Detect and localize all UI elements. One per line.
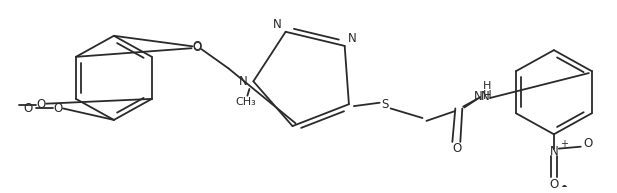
Text: O: O bbox=[23, 102, 33, 115]
Text: O: O bbox=[192, 41, 201, 54]
Text: S: S bbox=[381, 98, 388, 111]
Text: H: H bbox=[483, 89, 492, 102]
Text: O: O bbox=[54, 102, 63, 115]
Text: N: N bbox=[273, 18, 282, 31]
Text: N: N bbox=[348, 32, 357, 45]
Text: O: O bbox=[36, 98, 46, 111]
Text: O: O bbox=[583, 137, 592, 150]
Text: O: O bbox=[453, 142, 462, 155]
Text: O: O bbox=[192, 40, 201, 53]
Text: N: N bbox=[481, 91, 489, 103]
Text: H: H bbox=[483, 80, 491, 91]
Text: CH₃: CH₃ bbox=[235, 97, 256, 107]
Text: +: + bbox=[560, 139, 568, 149]
Text: N: N bbox=[239, 75, 248, 88]
Text: N: N bbox=[550, 145, 558, 158]
Text: N: N bbox=[474, 91, 482, 103]
Text: O: O bbox=[549, 178, 558, 191]
